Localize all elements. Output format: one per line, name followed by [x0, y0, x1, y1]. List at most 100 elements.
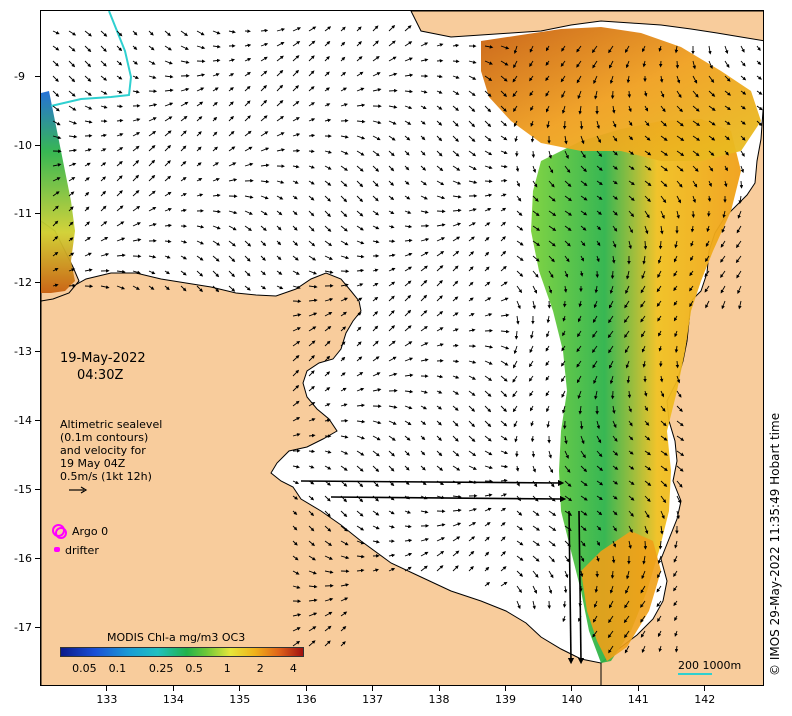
velocity-arrow: [308, 433, 316, 438]
drifter-label: drifter: [65, 544, 99, 557]
map-panel[interactable]: [40, 10, 764, 686]
velocity-arrow: [52, 135, 62, 140]
velocity-arrow: [292, 164, 300, 169]
velocity-arrow: [372, 135, 381, 141]
velocity-arrow: [308, 326, 317, 332]
velocity-arrow: [676, 150, 685, 157]
velocity-arrow: [308, 495, 315, 501]
velocity-arrow: [308, 40, 316, 47]
lon-tick-label: 140: [561, 693, 583, 706]
velocity-arrow: [560, 75, 566, 83]
velocity-arrow: [676, 420, 684, 427]
velocity-arrow: [657, 630, 662, 638]
velocity-arrow: [660, 390, 665, 398]
velocity-arrow: [484, 60, 493, 65]
velocity-arrow: [212, 73, 220, 77]
velocity-arrow: [676, 180, 683, 188]
velocity-arrow: [644, 420, 650, 426]
velocity-arrow: [723, 180, 728, 188]
velocity-arrow: [164, 239, 172, 244]
velocity-arrow: [324, 312, 333, 317]
velocity-arrow: [228, 87, 234, 92]
velocity-arrow: [673, 270, 678, 277]
velocity-arrow: [628, 435, 634, 441]
velocity-arrow: [738, 195, 743, 204]
velocity-arrow: [116, 205, 124, 212]
velocity-arrow: [644, 195, 651, 203]
velocity-arrow: [308, 465, 315, 469]
velocity-arrow: [580, 555, 585, 563]
velocity-arrow: [356, 41, 362, 47]
velocity-arrow: [356, 465, 364, 472]
velocity-arrow: [404, 524, 412, 529]
velocity-arrow: [576, 375, 582, 384]
velocity-arrow: [116, 104, 124, 109]
velocity-arrow: [468, 550, 475, 557]
velocity-arrow: [404, 89, 414, 94]
velocity-arrow: [514, 330, 519, 340]
velocity-arrow: [594, 585, 599, 593]
velocity-arrow: [276, 270, 283, 275]
velocity-arrow: [628, 120, 633, 127]
velocity-arrow: [545, 105, 550, 113]
velocity-arrow: [674, 540, 678, 549]
velocity-arrow: [628, 135, 634, 141]
velocity-arrow: [644, 510, 650, 519]
velocity-arrow: [468, 266, 474, 272]
velocity-arrow: [740, 60, 746, 67]
velocity-arrow: [404, 135, 411, 141]
velocity-arrow: [420, 180, 427, 186]
velocity-arrow: [484, 507, 492, 512]
lat-tick: [35, 558, 40, 560]
velocity-arrow: [452, 450, 460, 457]
velocity-arrow: [628, 495, 635, 501]
velocity-arrow: [436, 180, 445, 186]
velocity-arrow: [756, 90, 763, 95]
velocity-arrow: [532, 285, 538, 294]
velocity-arrow: [100, 176, 107, 182]
velocity-arrow: [627, 390, 632, 399]
velocity-arrow: [529, 405, 534, 412]
velocity-arrow: [388, 510, 395, 515]
velocity-arrow: [212, 101, 218, 107]
velocity-arrow: [676, 435, 685, 441]
velocity-arrow: [562, 615, 566, 623]
velocity-arrow: [52, 205, 59, 212]
velocity-arrow: [500, 207, 507, 212]
lat-tick: [35, 144, 40, 146]
velocity-arrow: [420, 150, 426, 156]
velocity-arrow: [640, 330, 646, 338]
velocity-arrow: [576, 60, 582, 68]
velocity-arrow: [516, 225, 524, 231]
velocity-arrow: [148, 255, 157, 259]
velocity-arrow: [720, 285, 726, 294]
velocity-arrow: [708, 150, 715, 157]
velocity-arrow: [500, 105, 507, 112]
lon-tick: [504, 686, 506, 691]
velocity-arrow: [356, 403, 366, 408]
velocity-arrow: [516, 525, 524, 531]
velocity-arrow: [548, 570, 554, 579]
velocity-arrow: [580, 510, 588, 516]
velocity-arrow: [324, 640, 331, 647]
velocity-arrow: [676, 120, 684, 127]
velocity-arrow: [196, 101, 204, 107]
velocity-arrow: [724, 105, 732, 111]
velocity-arrow: [468, 450, 477, 457]
velocity-arrow: [452, 194, 462, 199]
velocity-arrow: [388, 135, 396, 141]
velocity-arrow: [724, 165, 728, 172]
velocity-arrow: [675, 360, 680, 369]
velocity-arrow: [596, 450, 603, 458]
velocity-arrow: [308, 525, 315, 532]
velocity-arrow: [100, 190, 107, 197]
velocity-arrow: [564, 570, 569, 579]
velocity-arrow: [724, 135, 730, 141]
velocity-arrow: [531, 150, 536, 159]
velocity-arrow: [324, 270, 334, 274]
velocity-arrow: [420, 465, 426, 471]
velocity-arrow: [657, 255, 662, 264]
lat-tick: [35, 420, 40, 422]
velocity-arrow: [292, 327, 301, 332]
velocity-arrow: [580, 180, 588, 187]
